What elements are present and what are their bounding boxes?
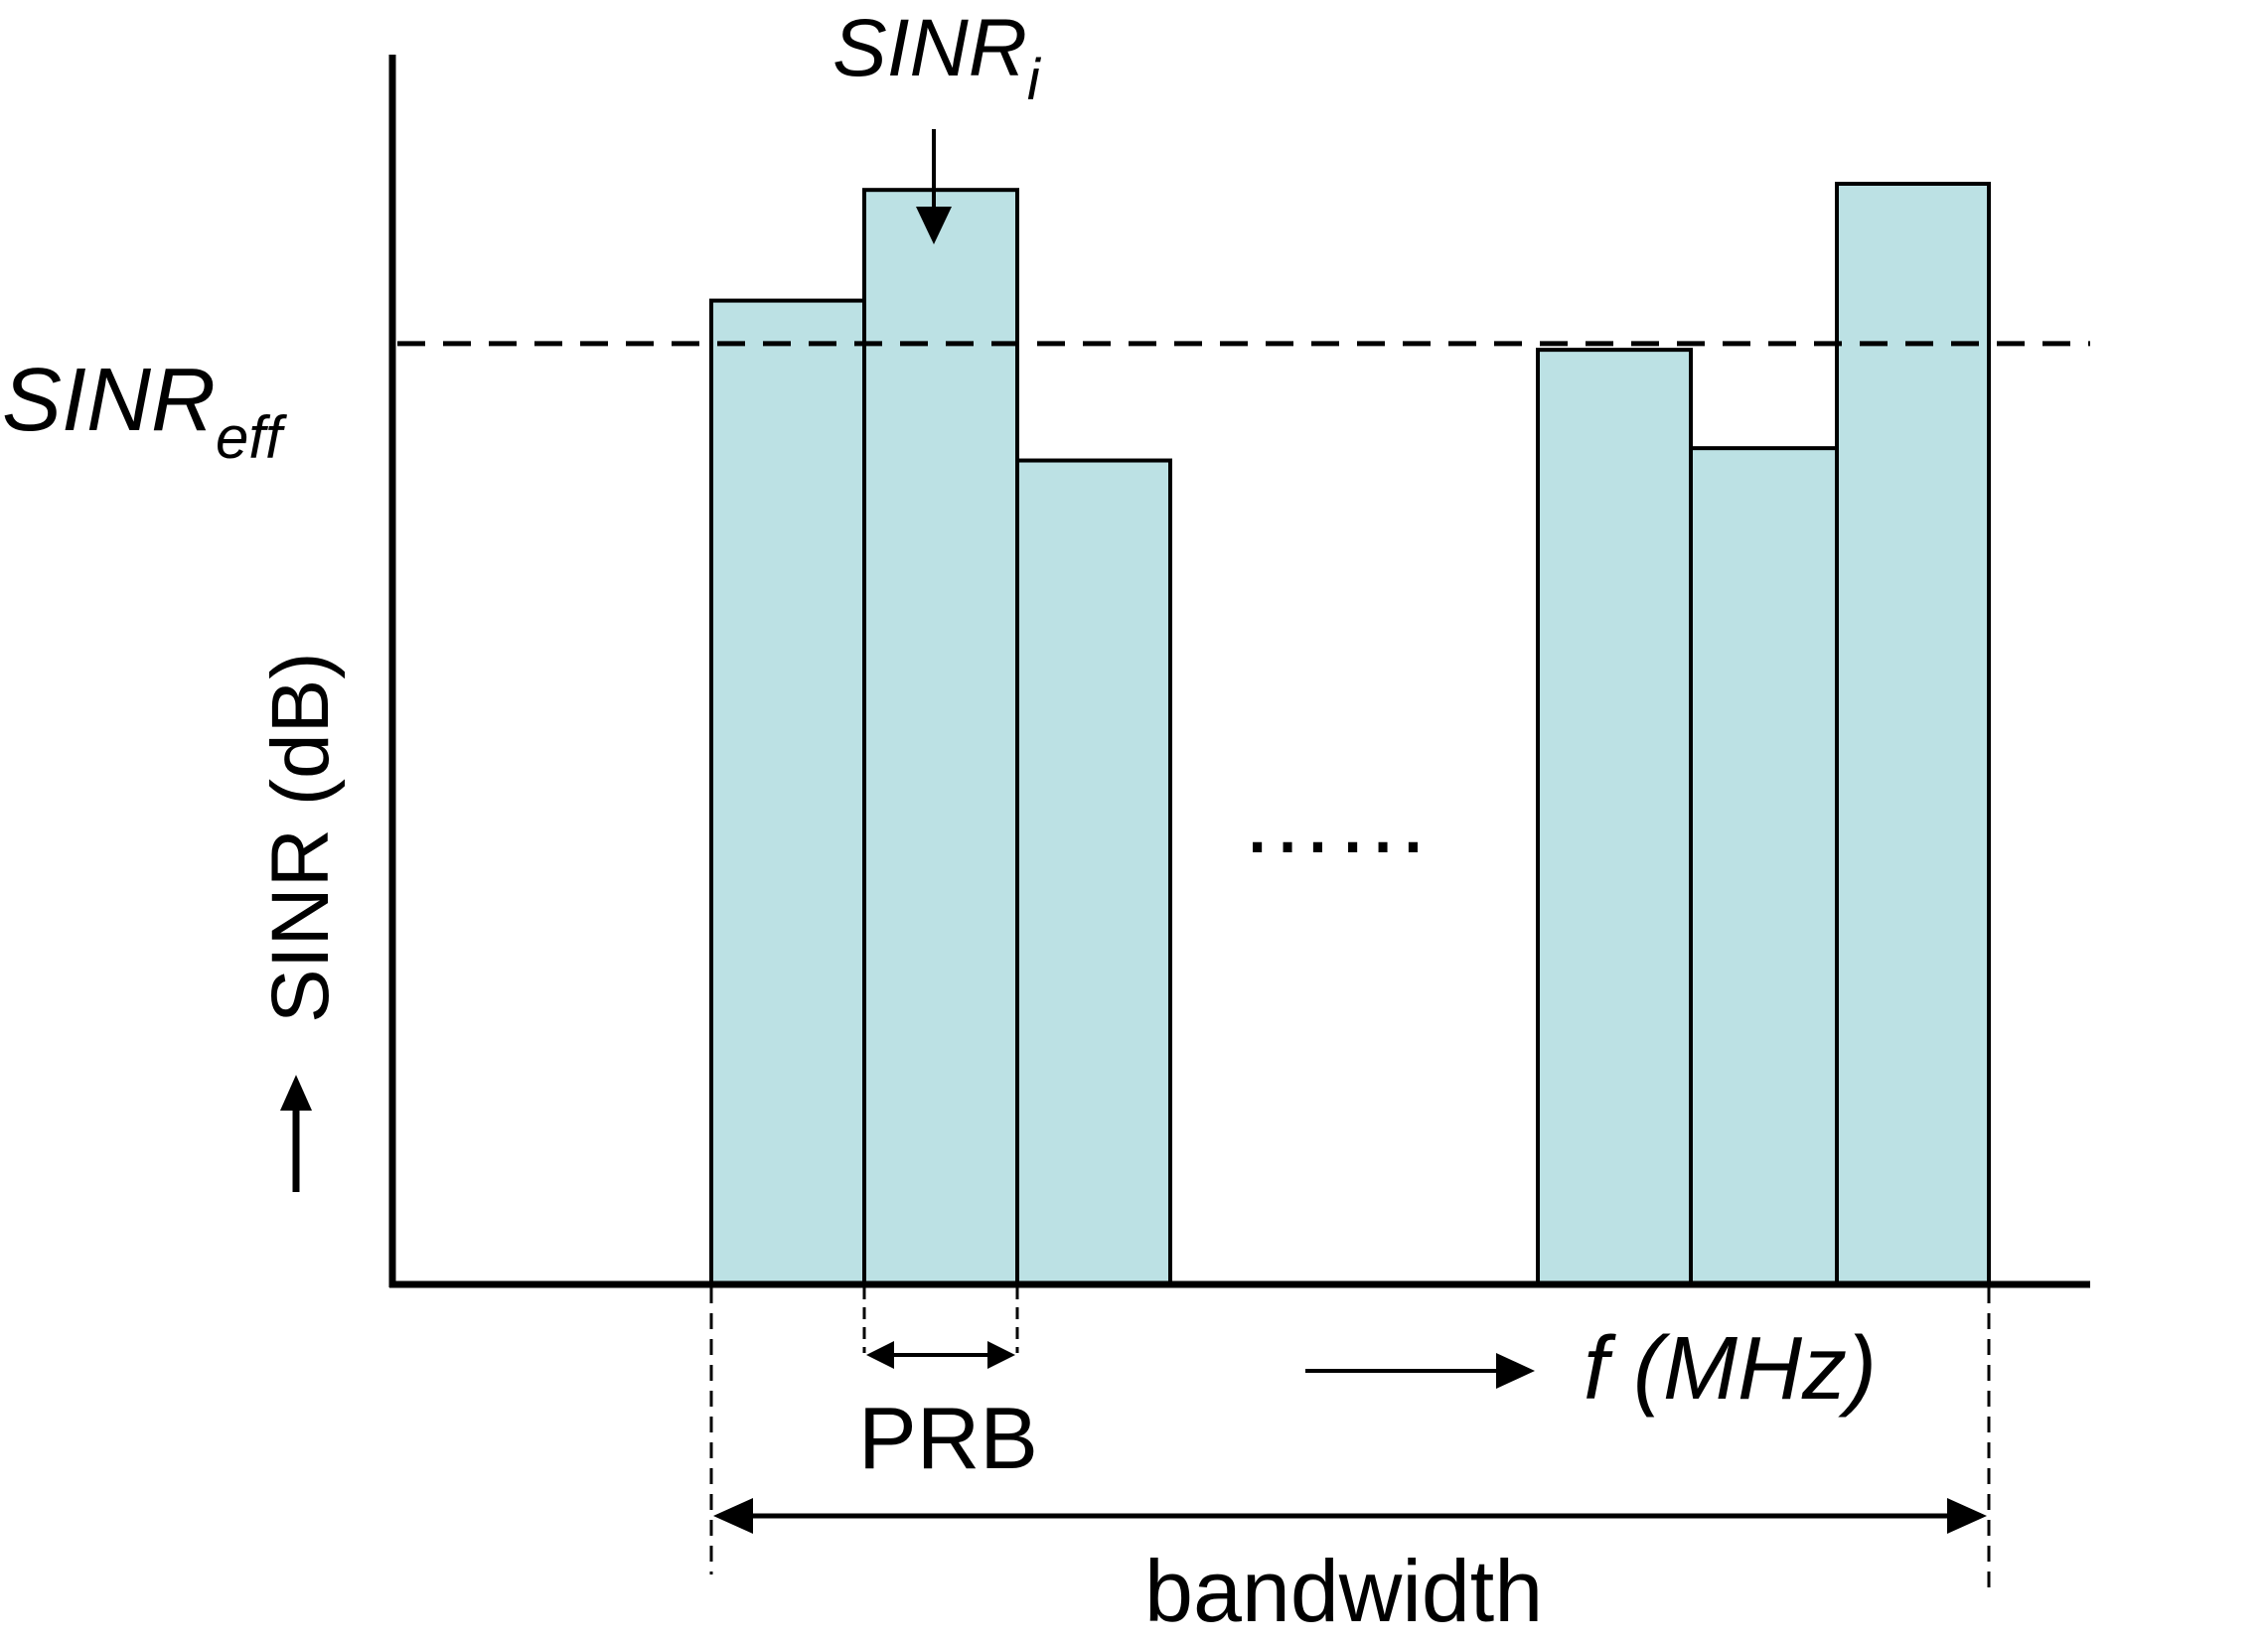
prb-arrow-right-head [987, 1341, 1015, 1369]
sinr-eff-label: SINReff [2, 351, 287, 471]
bars [709, 181, 1991, 1287]
bandwidth-label: bandwidth [1144, 1542, 1543, 1640]
prb-label: PRB [858, 1389, 1038, 1487]
y-axis-label: SINR (dB) [255, 652, 346, 1023]
prb-bar-right-group-2 [1689, 446, 1839, 1287]
sinr-i-label: SINRi [832, 3, 1042, 112]
prb-bar-left-group-1 [709, 298, 866, 1287]
ellipsis: …… [1240, 767, 1431, 873]
bandwidth-arrow-left-head [713, 1498, 753, 1534]
x-axis-label: f (MHz) [1584, 1319, 1877, 1419]
y-axis-up-arrow-head [280, 1075, 312, 1111]
prb-bar-left-group-2 [862, 188, 1019, 1286]
prb-arrow-left-head [866, 1341, 894, 1369]
prb-bar-right-group-1 [1536, 348, 1693, 1286]
prb-bar-right-group-3 [1835, 181, 1991, 1287]
prb-bar-left-group-3 [1015, 458, 1172, 1287]
bandwidth-arrow-right-head [1947, 1498, 1987, 1534]
sinr-i-arrow-head [916, 207, 952, 244]
x-axis-arrow-head [1496, 1353, 1535, 1389]
